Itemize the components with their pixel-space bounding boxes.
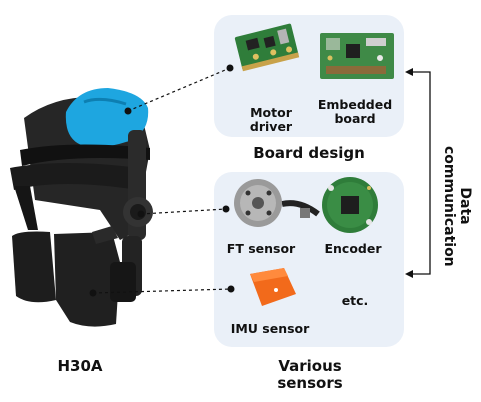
motor-driver-label-line1: Motor (250, 105, 292, 120)
imu-sensor-label: IMU sensor (230, 321, 310, 336)
imu-sensor-image (250, 268, 296, 306)
data-communication-line2: communication (440, 146, 457, 267)
embedded-board-label: Embedded board (312, 97, 398, 127)
data-communication-line1: Data (457, 187, 473, 225)
embedded-board-image (320, 33, 394, 79)
encoder-label: Encoder (324, 241, 382, 256)
ft-sensor-image (234, 179, 320, 227)
embedded-board-label-line1: Embedded (317, 97, 393, 112)
motor-driver-image (234, 23, 300, 72)
etc-label: etc. (341, 293, 369, 308)
motor-driver-label-line2: driver (249, 119, 293, 135)
connector-dots (89, 64, 235, 297)
various-sensors-caption-line1: Various (278, 357, 342, 375)
device-name-label: H30A (57, 357, 103, 375)
device-connectors (92, 67, 232, 294)
embedded-board-label-line2: board (334, 111, 376, 127)
board-design-caption: Board design (253, 144, 365, 162)
various-sensors-caption-line2: sensors (277, 374, 343, 393)
encoder-image (322, 177, 378, 233)
ft-sensor-label: FT sensor (226, 241, 296, 256)
various-sensors-caption: Various sensors (250, 357, 370, 393)
data-communication-arrow (409, 71, 431, 275)
data-communication-label: Data communication (437, 146, 473, 267)
motor-driver-label: Motor driver (236, 105, 306, 135)
arrowheads (405, 68, 413, 278)
exoskeleton-device-image (10, 88, 153, 327)
